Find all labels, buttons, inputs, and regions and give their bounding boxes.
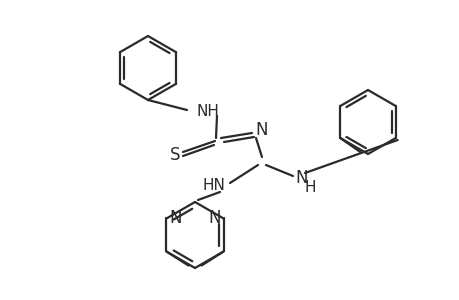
Text: NH: NH bbox=[196, 104, 219, 119]
Text: N: N bbox=[254, 121, 267, 139]
Text: N: N bbox=[207, 209, 220, 227]
Text: S: S bbox=[169, 146, 180, 164]
Text: HN: HN bbox=[202, 178, 224, 193]
Text: N: N bbox=[294, 169, 307, 187]
Text: H: H bbox=[304, 179, 316, 194]
Text: N: N bbox=[169, 209, 181, 227]
